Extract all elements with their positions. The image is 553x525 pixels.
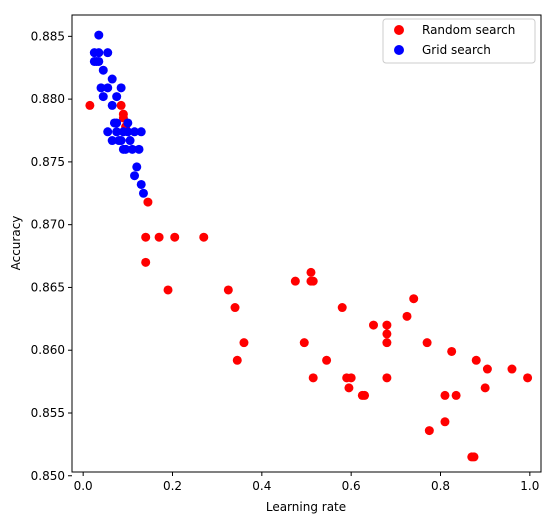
- random-search-point: [199, 232, 209, 242]
- random-search-point: [440, 390, 450, 400]
- grid-search-point: [98, 65, 108, 75]
- random-search-point: [422, 338, 432, 348]
- random-search-point: [482, 364, 492, 374]
- grid-search-point: [134, 144, 144, 154]
- y-axis-label: Accuracy: [9, 216, 23, 271]
- x-tick-label: 0.6: [342, 479, 361, 493]
- grid-search-point: [94, 56, 104, 66]
- grid-search-point: [98, 92, 108, 102]
- grid-search-point: [136, 179, 146, 189]
- random-search-point: [480, 383, 490, 393]
- grid-search-point: [107, 136, 117, 146]
- y-tick-label: 0.885: [31, 29, 65, 43]
- grid-search-point: [123, 127, 133, 137]
- random-search-point: [424, 426, 434, 436]
- grid-search-point: [127, 144, 137, 154]
- random-search-point: [382, 320, 392, 330]
- random-search-point: [507, 364, 517, 374]
- random-search-point: [306, 276, 316, 286]
- random-search-point: [141, 232, 151, 242]
- grid-search-point: [94, 48, 104, 58]
- random-search-point: [299, 338, 309, 348]
- random-search-point: [346, 373, 356, 383]
- grid-search-point: [103, 83, 113, 93]
- x-tick-label: 0.0: [74, 479, 93, 493]
- random-search-point: [306, 267, 316, 277]
- plot-frame: [71, 14, 542, 473]
- random-search-point: [369, 320, 378, 330]
- x-tick-label: 0.4: [252, 479, 271, 493]
- x-tick-label: 1.0: [520, 479, 539, 493]
- grid-search-point: [116, 136, 126, 146]
- random-search-point: [382, 338, 392, 348]
- y-tick-label: 0.880: [31, 92, 65, 106]
- random-search-point: [451, 390, 461, 400]
- legend-label-grid-search: Grid search: [422, 43, 491, 57]
- random-search-point: [163, 285, 173, 295]
- random-search-point: [85, 100, 95, 110]
- grid-search-point: [136, 127, 146, 137]
- grid-search-point: [138, 188, 148, 198]
- grid-search-point: [112, 118, 122, 128]
- random-search-point: [523, 373, 533, 383]
- x-tick-label: 0.2: [163, 479, 182, 493]
- random-search-point: [239, 338, 249, 348]
- random-search-point: [223, 285, 233, 295]
- random-search-point: [154, 232, 164, 242]
- random-search-point: [290, 276, 300, 286]
- legend-label-random-search: Random search: [422, 23, 515, 37]
- random-search-point: [322, 355, 332, 365]
- x-ticks: 0.0 0.2 0.4 0.6 0.8 1.0: [74, 472, 539, 493]
- grid-search-point: [125, 136, 135, 146]
- y-tick-label: 0.875: [31, 155, 65, 169]
- grid-search-point: [132, 162, 142, 172]
- random-search-point: [471, 355, 481, 365]
- grid-search-point: [96, 83, 106, 93]
- legend: Random search Grid search: [382, 18, 536, 64]
- grid-search-point: [116, 83, 126, 93]
- legend-marker-random-search: [394, 25, 404, 35]
- grid-search-point: [103, 48, 113, 58]
- grid-search-point: [130, 171, 140, 181]
- grid-search-point: [94, 30, 104, 40]
- grid-search-point: [130, 127, 140, 137]
- legend-box: [382, 18, 536, 64]
- grid-search-point: [107, 74, 117, 84]
- grid-search-point: [107, 100, 117, 110]
- random-search-point: [409, 294, 419, 304]
- random-search-point: [141, 257, 151, 267]
- y-tick-label: 0.860: [31, 343, 65, 357]
- legend-marker-grid-search: [394, 45, 404, 55]
- random-search-point: [344, 383, 354, 393]
- y-ticks: 0.850 0.855 0.860 0.865 0.870 0.875 0.880 0.885: [31, 29, 72, 483]
- x-tick-label: 0.8: [431, 479, 450, 493]
- points-layer: [85, 30, 533, 462]
- random-search-point: [360, 390, 370, 400]
- grid-search-point: [103, 127, 113, 137]
- random-search-point: [337, 303, 347, 313]
- y-tick-label: 0.870: [31, 218, 65, 232]
- y-tick-label: 0.850: [31, 469, 65, 483]
- grid-search-point: [123, 118, 133, 128]
- random-search-point: [143, 197, 153, 207]
- grid-search-point: [112, 92, 122, 102]
- random-search-point: [230, 303, 240, 313]
- random-search-point: [308, 373, 318, 383]
- random-search-point: [447, 346, 457, 356]
- random-search-point: [440, 417, 450, 427]
- random-search-point: [402, 311, 412, 321]
- x-axis-label: Learning rate: [266, 500, 346, 514]
- random-search-point: [232, 355, 242, 365]
- random-search-point: [382, 373, 392, 383]
- y-tick-label: 0.865: [31, 280, 65, 294]
- random-search-point: [116, 100, 126, 110]
- y-tick-label: 0.855: [31, 406, 65, 420]
- random-search-point: [382, 329, 392, 339]
- random-search-point: [170, 232, 180, 242]
- grid-search-point: [121, 144, 131, 154]
- random-search-point: [469, 452, 479, 462]
- grid-search-point: [112, 127, 122, 137]
